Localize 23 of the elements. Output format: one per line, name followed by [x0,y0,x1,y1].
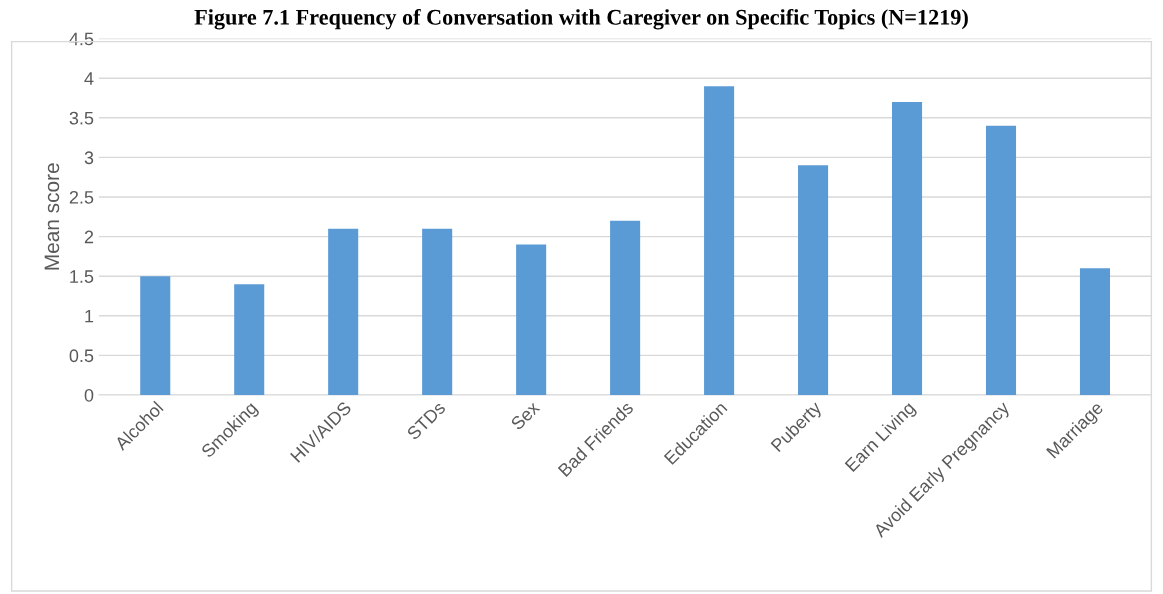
y-tick-label: 0.5 [69,349,94,363]
y-tick-label: 0 [84,388,94,402]
chart-title: Figure 7.1 Frequency of Conversation with Caregiver on Specific Topics (N=1219) [194,8,968,30]
bar [610,220,641,396]
bar [516,244,547,396]
y-tick-label: 1 [85,309,94,323]
y-tick-label: 4 [84,72,94,85]
bar [704,86,735,396]
bar [892,101,923,396]
y-axis-title: Mean score [44,163,60,270]
y-tick-label: 2 [84,230,94,244]
bar [328,228,359,396]
bar [422,228,453,396]
bar [234,284,265,396]
y-tick-label: 1.5 [70,270,94,283]
bar [140,276,171,396]
bar [985,125,1017,396]
y-tick-label: 3 [84,151,94,165]
y-tick-label: 3.5 [69,111,94,125]
x-tick-label: Sex [510,400,541,431]
bar [1079,268,1111,396]
bar [798,165,829,396]
y-tick-label: 2.5 [69,190,94,204]
